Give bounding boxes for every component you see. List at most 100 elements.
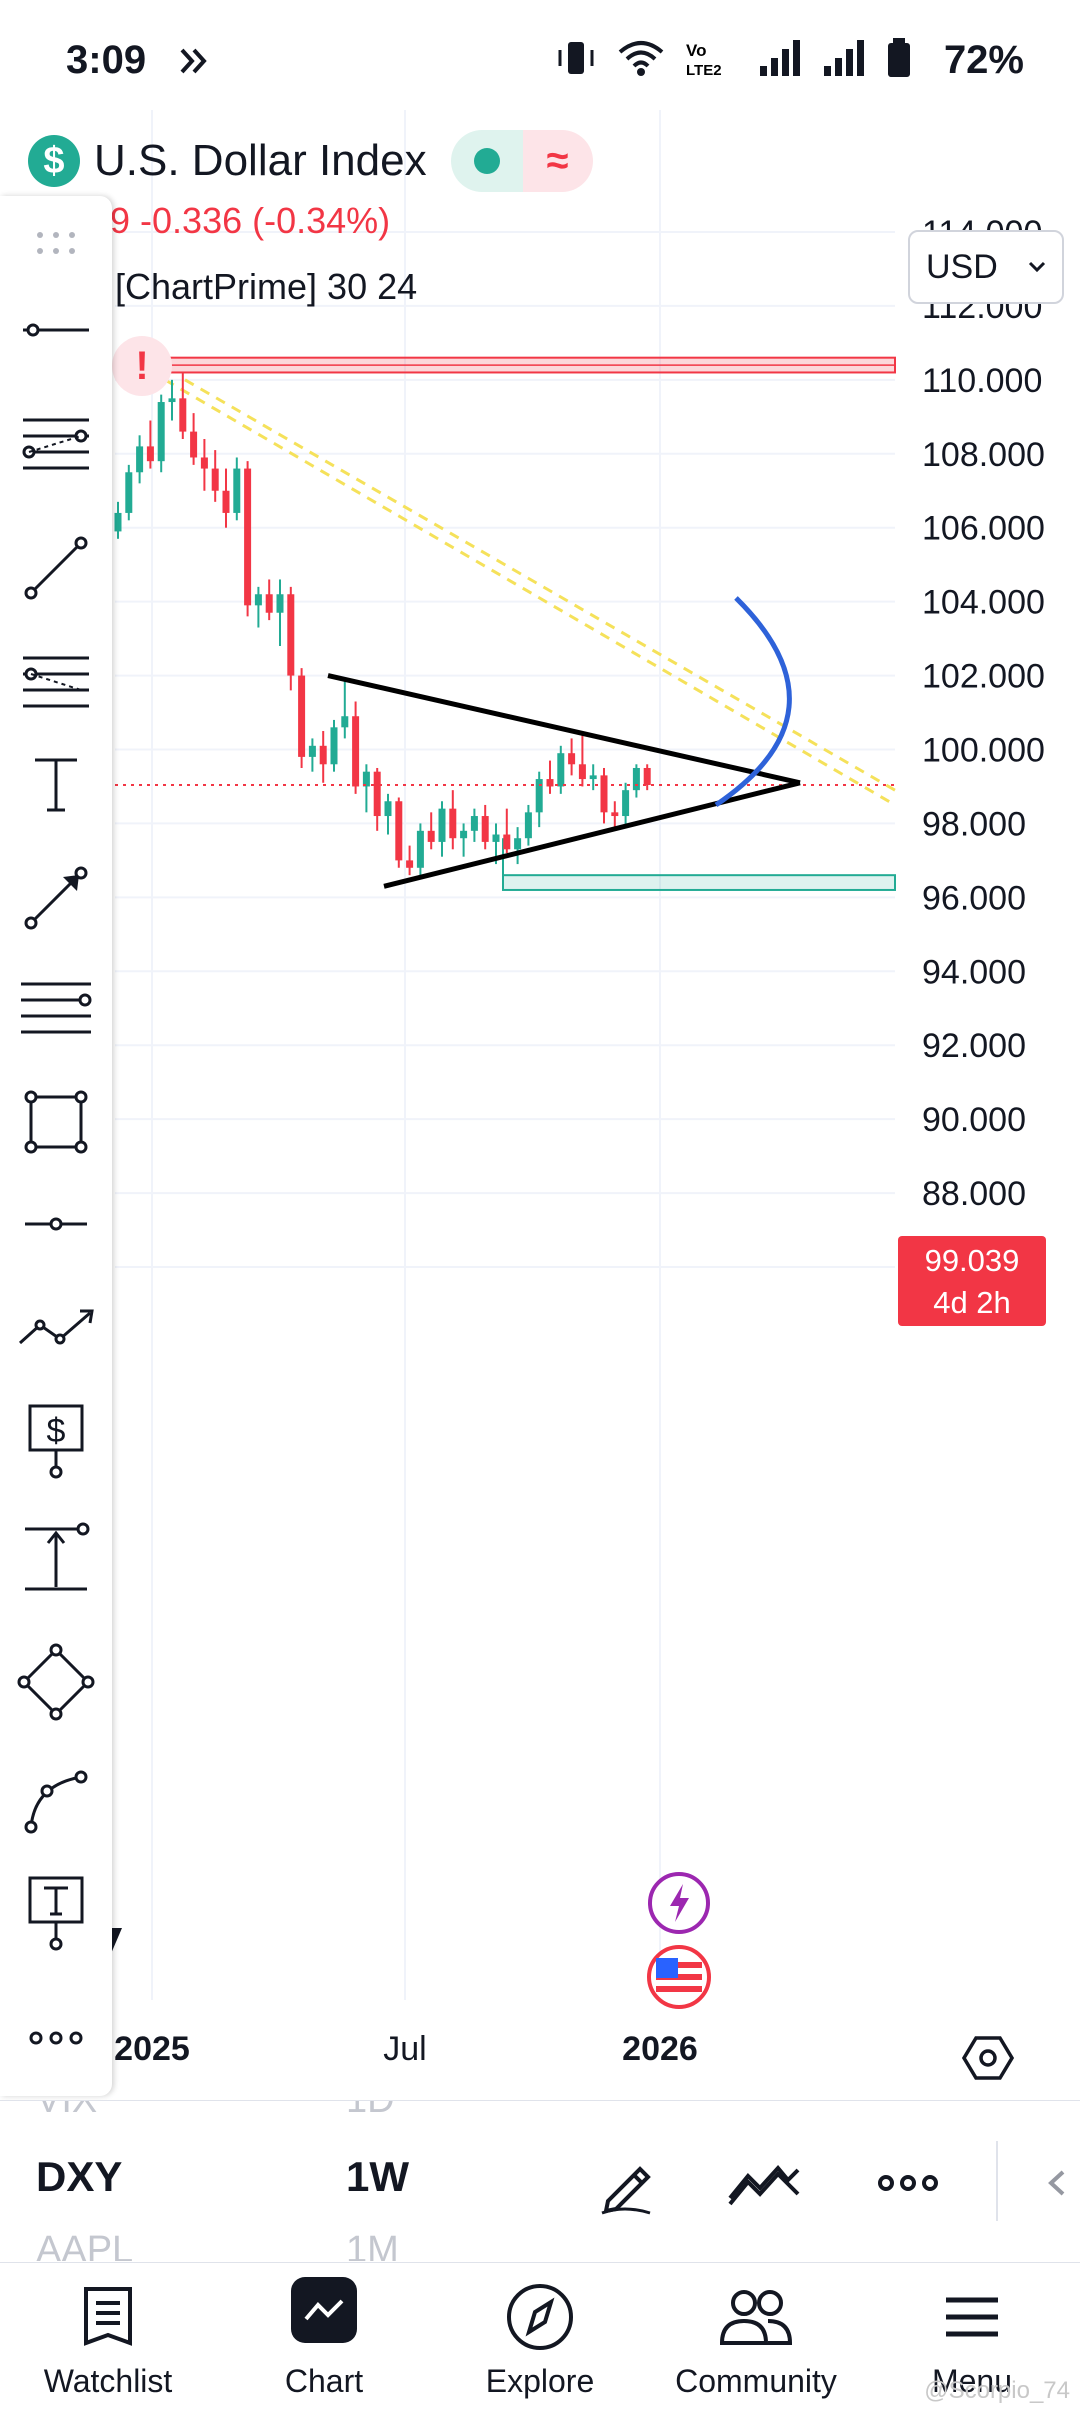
demand-zone [502, 874, 896, 891]
chart-area[interactable]: 114.000112.000110.000108.000106.000104.0… [0, 110, 1080, 2100]
path-tool-icon[interactable] [14, 1286, 98, 1370]
svg-text:LTE2: LTE2 [686, 62, 722, 78]
watchlist-icon [68, 2277, 148, 2357]
us-flag-event-icon[interactable] [646, 1944, 712, 2010]
nav-chart[interactable]: Chart [224, 2277, 424, 2400]
horizontal-ray-tool-icon[interactable] [14, 1182, 98, 1266]
candle-body [265, 594, 273, 613]
price-label: 104.000 [922, 584, 1045, 622]
candle-body [514, 838, 522, 850]
candle-body [406, 860, 414, 868]
price-chart[interactable]: 114.000112.000110.000108.000106.000104.0… [0, 110, 1080, 2100]
nav-explore[interactable]: Explore [440, 2277, 640, 2400]
triangle-lower-line [383, 780, 801, 889]
drawings [115, 596, 898, 889]
nav-label: Community [675, 2363, 837, 2399]
market-status-pill[interactable]: ≈ [450, 130, 593, 192]
drawing-pen-icon[interactable] [584, 2141, 668, 2225]
arrow-tool-icon[interactable] [14, 856, 98, 940]
last-price-tag: 99.039 4d 2h [898, 1236, 1046, 1326]
candle-body [460, 830, 468, 839]
symbol-option-below[interactable]: AAPL [36, 2229, 134, 2261]
candle-body [146, 446, 154, 462]
fib-retracement-tool-icon[interactable] [14, 402, 98, 486]
time-label: 2026 [622, 2030, 698, 2068]
nav-menu[interactable]: Menu [872, 2277, 1072, 2400]
community-icon [716, 2277, 796, 2357]
settings-hexagon-icon[interactable] [962, 2032, 1014, 2084]
candle-body [578, 764, 586, 780]
currency-dropdown[interactable]: USD [908, 230, 1064, 304]
indicator-label[interactable]: [ChartPrime] 30 24 [115, 266, 418, 307]
price-label-tool-icon[interactable]: $ [14, 1400, 98, 1484]
wifi-icon [618, 41, 664, 76]
triangle-upper-line [327, 673, 801, 786]
price-label: 90.000 [922, 1101, 1026, 1139]
candles [114, 372, 651, 876]
bottom-navigation: Watchlist Chart Explore Community Menu @… [0, 2262, 1080, 2413]
interval-picker[interactable]: 1W [346, 2153, 409, 2200]
symbol-name[interactable]: U.S. Dollar Index [94, 136, 427, 185]
signal-icon [760, 40, 800, 76]
candle-body [298, 675, 306, 757]
text-tool-icon[interactable] [14, 742, 98, 826]
candle-body [524, 812, 532, 839]
interval-option-above[interactable]: 1D [346, 2100, 395, 2121]
candle-body [125, 472, 133, 513]
nav-watchlist[interactable]: Watchlist [8, 2277, 208, 2400]
status-bar: 3:09 Vo LTE2 72% [0, 0, 1080, 110]
svg-text:Vo: Vo [686, 41, 706, 60]
alert-icon[interactable]: ! [112, 336, 172, 396]
volte-icon: Vo LTE2 [686, 41, 722, 78]
candle-body [362, 771, 370, 787]
more-tools-icon[interactable] [14, 1996, 98, 2080]
trend-line-tool-icon[interactable] [14, 526, 98, 610]
battery-percent: 72% [943, 38, 1024, 82]
collapse-arrow-icon[interactable] [1036, 2141, 1076, 2225]
price-label: 88.000 [922, 1175, 1026, 1213]
symbol-header[interactable]: $ U.S. Dollar Index ≈ [28, 130, 593, 192]
rectangle-tool-icon[interactable] [14, 1080, 98, 1164]
horizontal-line-tool-icon[interactable] [14, 288, 98, 372]
interval-option-below[interactable]: 1M [346, 2229, 399, 2261]
vibrate-icon [558, 42, 594, 74]
fib-extension-tool-icon[interactable] [14, 640, 98, 724]
measure-tool-icon[interactable] [14, 1516, 98, 1600]
symbol-picker[interactable]: DXY [36, 2153, 123, 2200]
candle-body [589, 775, 597, 780]
system-icons: Vo LTE2 [556, 38, 912, 78]
parallel-lines-tool-icon[interactable] [14, 966, 98, 1050]
drag-handle-icon[interactable] [14, 202, 98, 286]
indicators-icon[interactable] [722, 2141, 806, 2225]
price-label: 92.000 [922, 1027, 1026, 1065]
last-price-value: 99.039 [924, 1243, 1020, 1278]
callout-tool-icon[interactable] [14, 1872, 98, 1956]
rotated-rectangle-tool-icon[interactable] [14, 1640, 98, 1724]
flash-event-icon[interactable] [646, 1870, 712, 1936]
divider [996, 2141, 998, 2221]
price-axis: 114.000112.000110.000108.000106.000104.0… [922, 214, 1045, 1287]
currency-value: USD [926, 247, 998, 286]
price-label: 98.000 [922, 805, 1026, 843]
symbol-option-above[interactable]: VIX [36, 2100, 98, 2121]
candle-body [308, 745, 316, 757]
price-label: 102.000 [922, 658, 1045, 696]
price-label: 100.000 [922, 732, 1045, 770]
candle-body [568, 753, 576, 765]
candle-body [600, 775, 608, 813]
candle-body [276, 594, 284, 613]
chevron-down-icon [1028, 261, 1046, 273]
candle-body [622, 790, 630, 817]
more-options-icon[interactable] [866, 2141, 950, 2225]
data-delay-icon: ≈ [522, 130, 593, 192]
nav-community[interactable]: Community [656, 2277, 856, 2400]
candle-body [179, 398, 187, 432]
market-open-dot [473, 148, 500, 174]
curve-tool-icon[interactable] [14, 1760, 98, 1844]
candle-body [330, 727, 338, 765]
compass-icon [500, 2277, 580, 2357]
candle-body [341, 716, 349, 728]
candle-body [492, 834, 500, 842]
candle-body [557, 753, 565, 787]
candle-body [535, 779, 543, 813]
